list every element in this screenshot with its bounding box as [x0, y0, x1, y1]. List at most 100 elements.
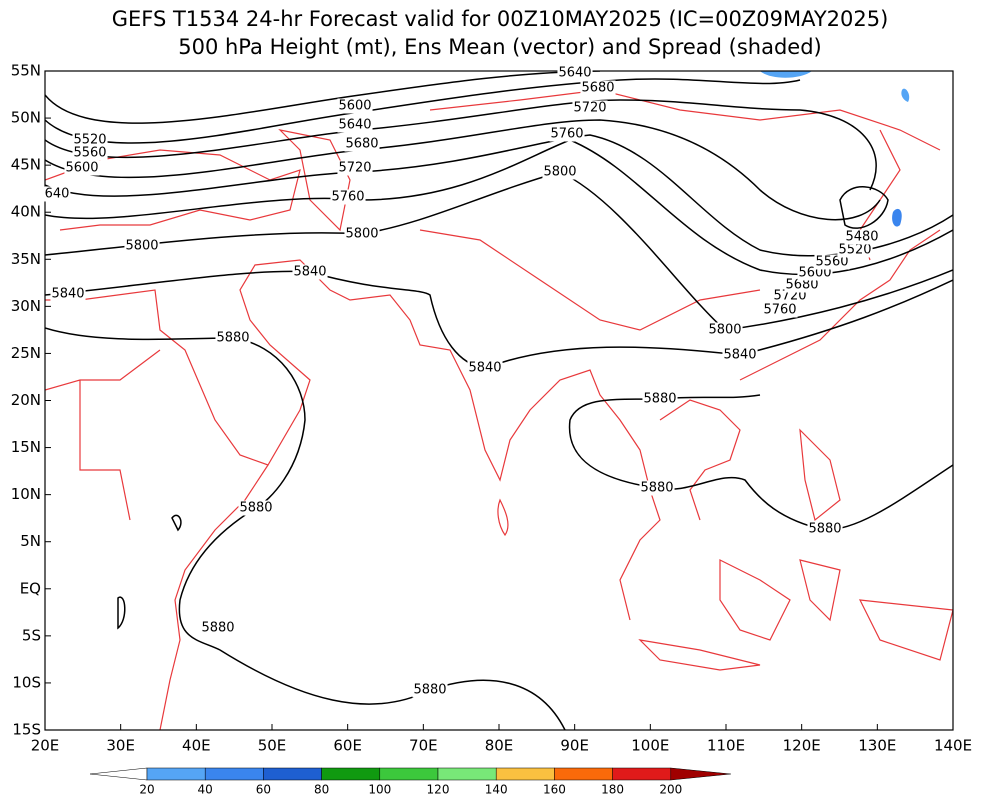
- contour-label: 5680: [345, 137, 378, 152]
- contour-label: 5760: [331, 190, 364, 205]
- contour-label: 5560: [73, 146, 106, 161]
- contour-label-bg: [337, 160, 373, 176]
- contour-label: 5520: [73, 133, 106, 148]
- lat-label: 15N: [11, 438, 41, 456]
- lat-label: 10N: [11, 485, 41, 503]
- colorbar: 20 40 60 80 100 120 140 160 180 200: [89, 767, 731, 797]
- contour-label-bg: [50, 286, 86, 302]
- colorbar-segment: [437, 767, 497, 781]
- lat-label: 20N: [11, 391, 41, 409]
- colorbar-label: 100: [368, 783, 391, 797]
- contour-label: 5640: [338, 118, 371, 133]
- lon-label: 100E: [631, 737, 669, 755]
- contour-label-bg: [344, 226, 380, 242]
- contour-label-bg: [557, 65, 593, 81]
- lon-label: 140E: [934, 737, 972, 755]
- lon-label: 20E: [31, 737, 60, 755]
- lat-label: 35N: [11, 250, 41, 268]
- contour-label: 5840: [468, 361, 501, 376]
- contour-label: 5600: [65, 161, 98, 176]
- contour-label-bg: [837, 242, 873, 258]
- contour-label: 640: [45, 187, 70, 202]
- lat-label: 30N: [11, 297, 41, 315]
- contour-label-bg: [467, 360, 503, 376]
- lon-label: 80E: [485, 737, 514, 755]
- contour-label: 5480: [845, 230, 878, 245]
- title: GEFS T1534 24-hr Forecast valid for 00Z1…: [112, 7, 889, 31]
- contour-label: 5800: [708, 323, 741, 338]
- colorbar-end: [670, 767, 731, 781]
- contour-label-bg: [72, 145, 108, 161]
- lon-label: 60E: [333, 737, 362, 755]
- contour-label: 5800: [125, 239, 158, 254]
- map-frame: [44, 70, 954, 731]
- contour-label: 5800: [345, 227, 378, 242]
- lat-label: 50N: [11, 109, 41, 127]
- contour-label-bg: [549, 126, 585, 142]
- contour-label: 5720: [573, 101, 606, 116]
- contour-label-bg: [43, 186, 71, 202]
- contour-label: 5640: [558, 66, 591, 81]
- lon-label: 90E: [560, 737, 589, 755]
- contour-label: 5880: [643, 392, 676, 407]
- colorbar-segment: [495, 767, 555, 781]
- contour-label: 5880: [640, 481, 673, 496]
- contour-label-bg: [124, 238, 160, 254]
- lon-label: 50E: [258, 737, 287, 755]
- colorbar-label: 40: [198, 783, 213, 797]
- contour-label: 5880: [201, 621, 234, 636]
- contour-label: 5840: [51, 287, 84, 302]
- spread-shade: [892, 208, 902, 227]
- contour-label: 5720: [338, 161, 371, 176]
- contour-label-bg: [292, 264, 328, 280]
- contour-label: 5880: [239, 501, 272, 516]
- contour-label-bg: [844, 229, 880, 245]
- spread-shade: [901, 88, 910, 102]
- lat-label: 5N: [20, 532, 41, 550]
- contour-label-bg: [542, 164, 578, 180]
- contour-label: 5880: [413, 683, 446, 698]
- contour-label-bg: [814, 254, 850, 270]
- lon-label: 110E: [707, 737, 745, 755]
- lat-label: 5S: [22, 626, 41, 644]
- contour-label-bg: [215, 330, 251, 346]
- lat-label: 45N: [11, 156, 41, 174]
- labels: 55N 50N 45N 40N 35N 30N 25N 20N 15N 10N 5N EQ 5S 10S 1…: [11, 62, 972, 755]
- lat-label: EQ: [20, 579, 41, 597]
- contour-label: 5520: [838, 243, 871, 258]
- contour-label-bg: [762, 302, 798, 318]
- colorbar-label: 80: [314, 783, 329, 797]
- colorbar-label: 160: [543, 783, 566, 797]
- colorbar-segment: [321, 767, 381, 781]
- colorbar-segment: [146, 767, 206, 781]
- contour-label-bg: [639, 480, 675, 496]
- colorbar-label: 180: [601, 783, 624, 797]
- contour-label: 5760: [550, 127, 583, 142]
- lon-label: 120E: [783, 737, 821, 755]
- contour-label-bg: [72, 132, 108, 148]
- coastlines: [45, 89, 953, 730]
- contour-label-bg: [784, 277, 820, 293]
- colorbar-segment: [204, 767, 264, 781]
- contour-label: 5880: [808, 522, 841, 537]
- contour-label: 5680: [581, 81, 614, 96]
- contour-label-bg: [722, 347, 758, 363]
- colorbar-label: 200: [659, 783, 682, 797]
- lat-label: 15S: [12, 721, 41, 739]
- lat-label: 10S: [12, 673, 41, 691]
- colorbar-segment: [263, 767, 322, 781]
- subtitle: 500 hPa Height (mt), Ens Mean (vector) a…: [178, 35, 822, 59]
- colorbar-label: 140: [485, 783, 508, 797]
- colorbar-segment: [379, 767, 439, 781]
- colorbar-label: 60: [256, 783, 271, 797]
- contour-label-bg: [238, 500, 274, 516]
- contour-label: 5600: [338, 99, 371, 114]
- contour-label-bg: [337, 117, 373, 133]
- contour-label: 5880: [216, 331, 249, 346]
- contour-label-bg: [64, 160, 100, 176]
- map-area: [44, 70, 954, 731]
- spread-shade: [760, 71, 812, 78]
- colorbar-label: 120: [427, 783, 450, 797]
